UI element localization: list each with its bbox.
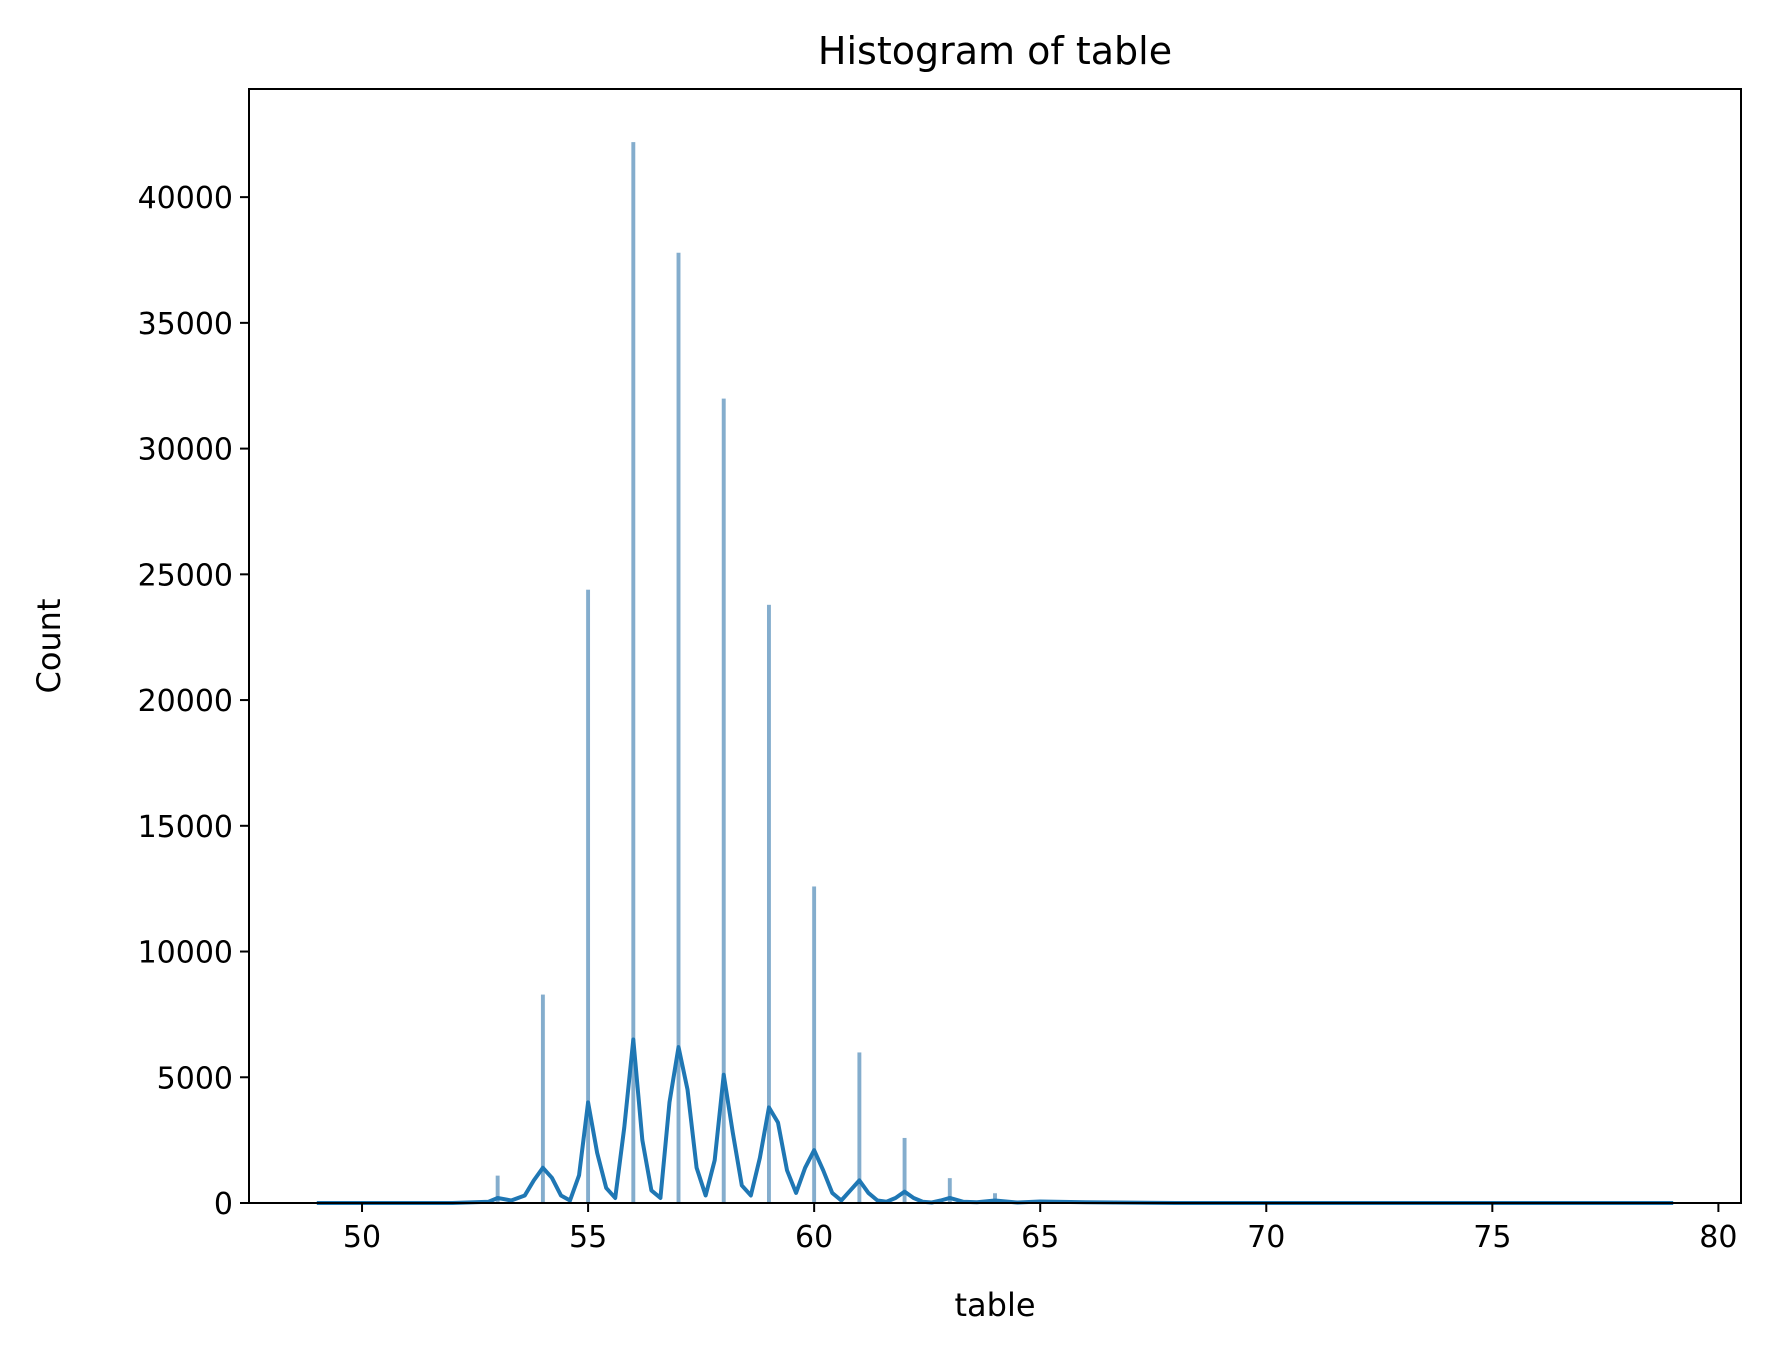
y-axis: 0 5000 10000 15000 20000 25000 30000 35000 40000 — [138, 181, 249, 1222]
x-tick-label-6: 80 — [1699, 1220, 1737, 1255]
x-tick-label-0: 50 — [343, 1220, 381, 1255]
y-axis-label: Count — [30, 598, 68, 693]
x-axis-label: table — [954, 1286, 1035, 1324]
x-tick-label-1: 55 — [569, 1220, 607, 1255]
y-tick-label-1: 5000 — [157, 1061, 233, 1096]
y-tick-label-5: 25000 — [138, 558, 233, 593]
chart-title: Histogram of table — [818, 29, 1172, 73]
x-tick-label-4: 70 — [1247, 1220, 1285, 1255]
plot-frame — [248, 88, 1742, 1204]
y-tick-label-8: 40000 — [138, 181, 233, 216]
kde-curve — [316, 1037, 1674, 1205]
x-tick-label-2: 60 — [795, 1220, 833, 1255]
y-tick-label-4: 20000 — [138, 684, 233, 719]
y-tick-label-3: 15000 — [138, 810, 233, 845]
y-tick-label-2: 10000 — [138, 936, 233, 971]
x-tick-label-5: 75 — [1473, 1220, 1511, 1255]
y-tick-label-6: 30000 — [138, 433, 233, 468]
y-tick-label-7: 35000 — [138, 307, 233, 342]
histogram-bars — [495, 141, 998, 1204]
x-axis: 50 55 60 65 70 75 80 — [343, 1203, 1737, 1255]
x-tick-label-3: 65 — [1021, 1220, 1059, 1255]
y-tick-label-0: 0 — [214, 1187, 233, 1222]
kde-line — [316, 1037, 1674, 1205]
